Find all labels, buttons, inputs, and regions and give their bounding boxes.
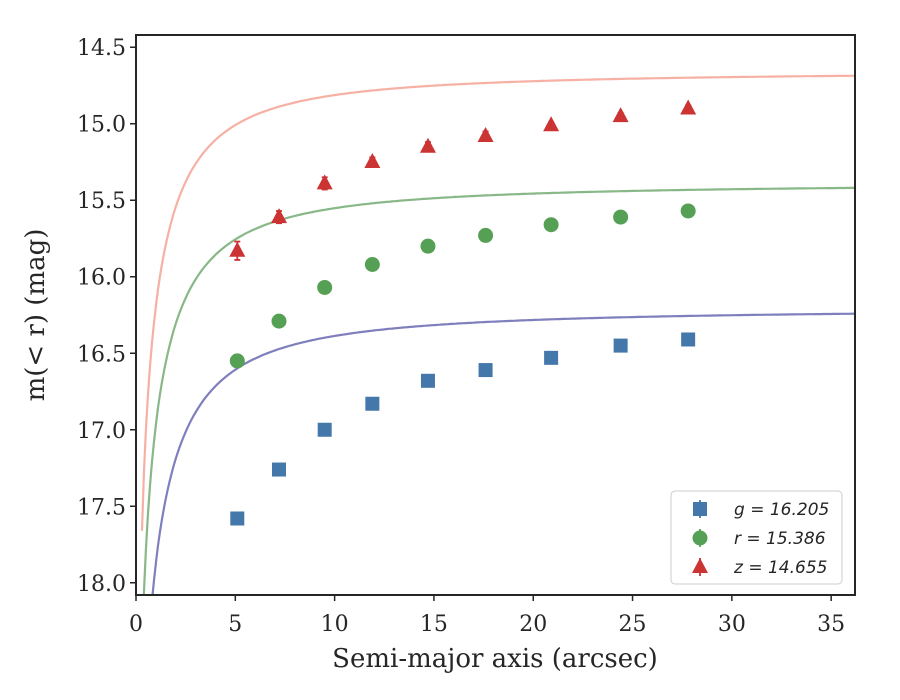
x-tick-label: 15 xyxy=(420,612,448,637)
fit-curve-r xyxy=(142,186,855,595)
data-point-r xyxy=(613,209,629,225)
data-markers xyxy=(229,99,697,526)
legend-label-g: g = 16.205 xyxy=(734,500,829,520)
y-axis: 14.5 15.0 15.5 16.0 16.5 17.0 17.5 18.0 xyxy=(77,36,136,597)
legend-marker-g xyxy=(693,502,707,516)
x-tick-label: 0 xyxy=(129,612,143,637)
x-tick-label: 35 xyxy=(817,612,845,637)
y-tick-label: 14.5 xyxy=(77,36,126,61)
data-point-z xyxy=(612,107,629,123)
data-point-g xyxy=(272,462,287,477)
data-point-g xyxy=(365,396,380,411)
legend-box xyxy=(670,490,843,585)
fit-curve-g xyxy=(151,312,855,595)
data-point-z xyxy=(477,126,494,142)
x-axis-title: Semi-major axis (arcsec) xyxy=(332,644,658,674)
legend-label-z: z = 14.655 xyxy=(733,558,827,578)
data-point-g xyxy=(317,422,332,437)
plot-frame xyxy=(135,34,856,596)
data-point-z xyxy=(419,137,436,153)
data-point-z xyxy=(364,152,381,168)
y-tick-label: 16.5 xyxy=(77,342,126,367)
legend-marker-z xyxy=(692,558,708,573)
y-axis-title: m(< r) (mag) xyxy=(21,229,51,402)
data-point-g xyxy=(420,373,435,388)
data-point-r xyxy=(271,313,287,329)
y-tick-label: 17.0 xyxy=(77,419,126,444)
legend: g = 16.205 r = 15.386 z = 14.655 xyxy=(670,490,843,585)
data-point-z xyxy=(229,241,246,257)
data-point-r xyxy=(478,227,494,243)
y-tick-label: 15.5 xyxy=(77,189,126,214)
data-point-r xyxy=(364,257,380,273)
data-point-r xyxy=(420,238,436,254)
x-tick-label: 20 xyxy=(519,612,547,637)
error-bars xyxy=(234,104,692,524)
x-tick-label: 30 xyxy=(718,612,746,637)
legend-label-r: r = 15.386 xyxy=(734,529,826,549)
data-point-r xyxy=(680,203,696,219)
data-point-r xyxy=(229,353,245,369)
data-point-z xyxy=(680,99,697,115)
data-point-r xyxy=(543,217,559,233)
data-point-g xyxy=(478,363,493,378)
y-tick-label: 16.0 xyxy=(77,266,126,291)
data-point-g xyxy=(544,350,559,365)
data-point-g xyxy=(681,332,696,347)
x-tick-label: 10 xyxy=(321,612,349,637)
x-tick-label: 5 xyxy=(228,612,242,637)
data-point-g xyxy=(230,511,245,526)
x-axis: 0 5 10 15 20 25 30 35 xyxy=(129,595,845,637)
y-tick-label: 18.0 xyxy=(77,572,126,597)
data-point-z xyxy=(316,174,333,190)
fit-curves xyxy=(140,74,855,595)
fit-curve-z xyxy=(140,74,855,531)
y-tick-label: 15.0 xyxy=(77,113,126,138)
y-tick-label: 17.5 xyxy=(77,495,126,520)
x-tick-label: 25 xyxy=(619,612,647,637)
data-point-z xyxy=(543,116,560,132)
legend-marker-r xyxy=(692,530,708,546)
data-point-z xyxy=(271,208,288,224)
data-point-g xyxy=(613,338,628,353)
data-point-r xyxy=(317,279,333,295)
